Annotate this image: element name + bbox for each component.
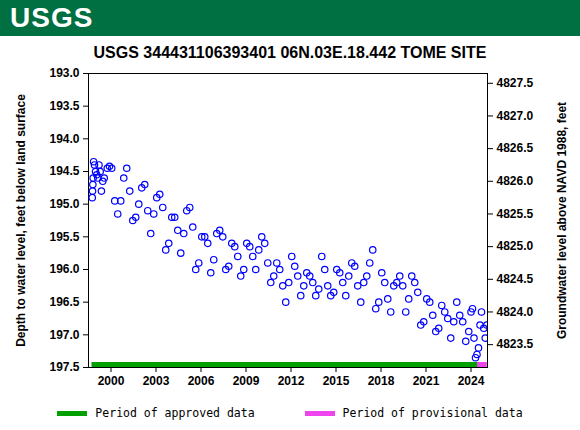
svg-text:2015: 2015 [323, 374, 350, 388]
svg-text:193.5: 193.5 [49, 99, 79, 113]
svg-text:2012: 2012 [278, 374, 305, 388]
svg-text:193.0: 193.0 [49, 66, 79, 80]
svg-text:4826.5: 4826.5 [497, 141, 534, 155]
svg-text:2021: 2021 [413, 374, 440, 388]
svg-text:197.0: 197.0 [49, 328, 79, 342]
svg-text:4824.5: 4824.5 [497, 272, 534, 286]
html-text:Period of approved data: Period of approved data [95, 406, 255, 420]
html-text:USGS: USGS [10, 2, 94, 33]
svg-text:4827.5: 4827.5 [497, 76, 534, 90]
svg-text:4825.5: 4825.5 [497, 207, 534, 221]
svg-text:2024: 2024 [458, 374, 485, 388]
svg-text:197.5: 197.5 [49, 360, 79, 374]
svg-text:195.0: 195.0 [49, 197, 79, 211]
svg-text:2000: 2000 [98, 374, 125, 388]
svg-text:196.0: 196.0 [49, 262, 79, 276]
html-text:Period of provisional data: Period of provisional data [342, 406, 523, 420]
svg-text:4824.0: 4824.0 [497, 305, 534, 319]
svg-text:2009: 2009 [233, 374, 260, 388]
svg-text:4823.5: 4823.5 [497, 337, 534, 351]
svg-text:2018: 2018 [368, 374, 395, 388]
svg-text:2006: 2006 [188, 374, 215, 388]
svg-text:Groundwater level above NAVD 1: Groundwater level above NAVD 1988, feet [555, 102, 569, 339]
svg-text:2003: 2003 [143, 374, 170, 388]
svg-text:Depth to water level, feet bel: Depth to water level, feet below land su… [14, 94, 28, 347]
html-text:USGS 344431106393401 06N.03E.1: USGS 344431106393401 06N.03E.18.442 TOME… [93, 44, 487, 61]
svg-text:194.5: 194.5 [49, 164, 79, 178]
svg-text:4827.0: 4827.0 [497, 109, 534, 123]
svg-text:196.5: 196.5 [49, 295, 79, 309]
svg-text:194.0: 194.0 [49, 132, 79, 146]
svg-text:4826.0: 4826.0 [497, 174, 534, 188]
svg-text:195.5: 195.5 [49, 230, 79, 244]
svg-text:4825.0: 4825.0 [497, 239, 534, 253]
